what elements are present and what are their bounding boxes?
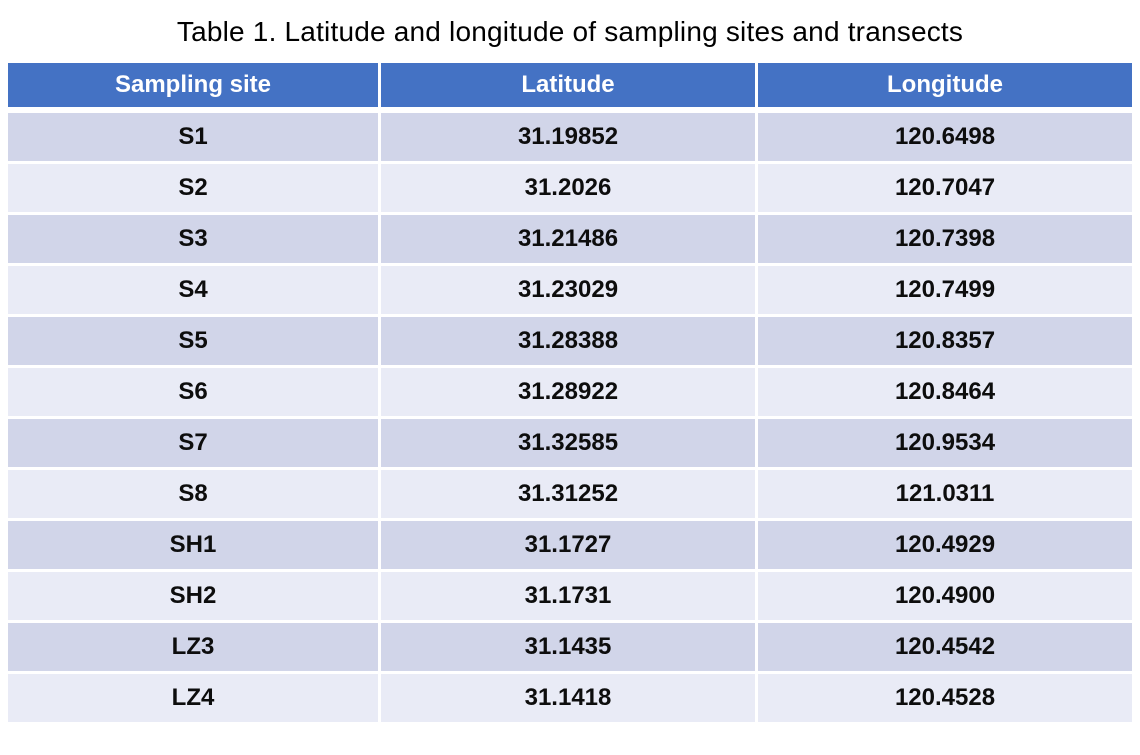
table-title: Table 1. Latitude and longitude of sampl… — [176, 16, 964, 47]
longitude-cell: 120.4900 — [758, 572, 1132, 620]
table-header-row: Sampling site Latitude Longitude — [8, 63, 1132, 107]
latitude-cell: 31.2026 — [381, 164, 755, 212]
longitude-cell: 120.4929 — [758, 521, 1132, 569]
longitude-cell: 120.8357 — [758, 317, 1132, 365]
table-row: LZ4 31.1418 120.4528 — [8, 674, 1132, 722]
table-row: S5 31.28388 120.8357 — [8, 317, 1132, 365]
latitude-cell: 31.1418 — [381, 674, 755, 722]
table-body: S1 31.19852 120.6498 S2 31.2026 120.7047… — [8, 113, 1132, 722]
latitude-cell: 31.1435 — [381, 623, 755, 671]
site-cell: S8 — [8, 470, 378, 518]
longitude-cell: 120.7047 — [758, 164, 1132, 212]
site-cell: S5 — [8, 317, 378, 365]
latitude-cell: 31.1731 — [381, 572, 755, 620]
latitude-cell: 31.28388 — [381, 317, 755, 365]
longitude-cell: 120.6498 — [758, 113, 1132, 161]
site-cell: SH2 — [8, 572, 378, 620]
data-table: Sampling site Latitude Longitude S1 31.1… — [8, 63, 1132, 725]
site-cell: S7 — [8, 419, 378, 467]
longitude-cell: 120.8464 — [758, 368, 1132, 416]
latitude-cell: 31.32585 — [381, 419, 755, 467]
latitude-cell: 31.31252 — [381, 470, 755, 518]
longitude-cell: 120.4528 — [758, 674, 1132, 722]
site-cell: S2 — [8, 164, 378, 212]
column-header-latitude: Latitude — [381, 63, 755, 107]
table-row: S2 31.2026 120.7047 — [8, 164, 1132, 212]
latitude-cell: 31.19852 — [381, 113, 755, 161]
site-cell: LZ3 — [8, 623, 378, 671]
longitude-cell: 120.4542 — [758, 623, 1132, 671]
longitude-cell: 120.9534 — [758, 419, 1132, 467]
column-header-sampling-site: Sampling site — [8, 63, 378, 107]
table-row: SH1 31.1727 120.4929 — [8, 521, 1132, 569]
table-row: S1 31.19852 120.6498 — [8, 113, 1132, 161]
longitude-cell: 120.7499 — [758, 266, 1132, 314]
latitude-cell: 31.21486 — [381, 215, 755, 263]
table-row: S7 31.32585 120.9534 — [8, 419, 1132, 467]
table-row: S6 31.28922 120.8464 — [8, 368, 1132, 416]
latitude-cell: 31.23029 — [381, 266, 755, 314]
site-cell: S1 — [8, 113, 378, 161]
column-header-longitude: Longitude — [758, 63, 1132, 107]
latitude-cell: 31.28922 — [381, 368, 755, 416]
site-cell: S4 — [8, 266, 378, 314]
site-cell: S3 — [8, 215, 378, 263]
table-row: LZ3 31.1435 120.4542 — [8, 623, 1132, 671]
table-row: S3 31.21486 120.7398 — [8, 215, 1132, 263]
longitude-cell: 121.0311 — [758, 470, 1132, 518]
site-cell: SH1 — [8, 521, 378, 569]
table-row: S8 31.31252 121.0311 — [8, 470, 1132, 518]
table-row: S4 31.23029 120.7499 — [8, 266, 1132, 314]
site-cell: S6 — [8, 368, 378, 416]
latitude-cell: 31.1727 — [381, 521, 755, 569]
site-cell: LZ4 — [8, 674, 378, 722]
longitude-cell: 120.7398 — [758, 215, 1132, 263]
table-row: SH2 31.1731 120.4900 — [8, 572, 1132, 620]
